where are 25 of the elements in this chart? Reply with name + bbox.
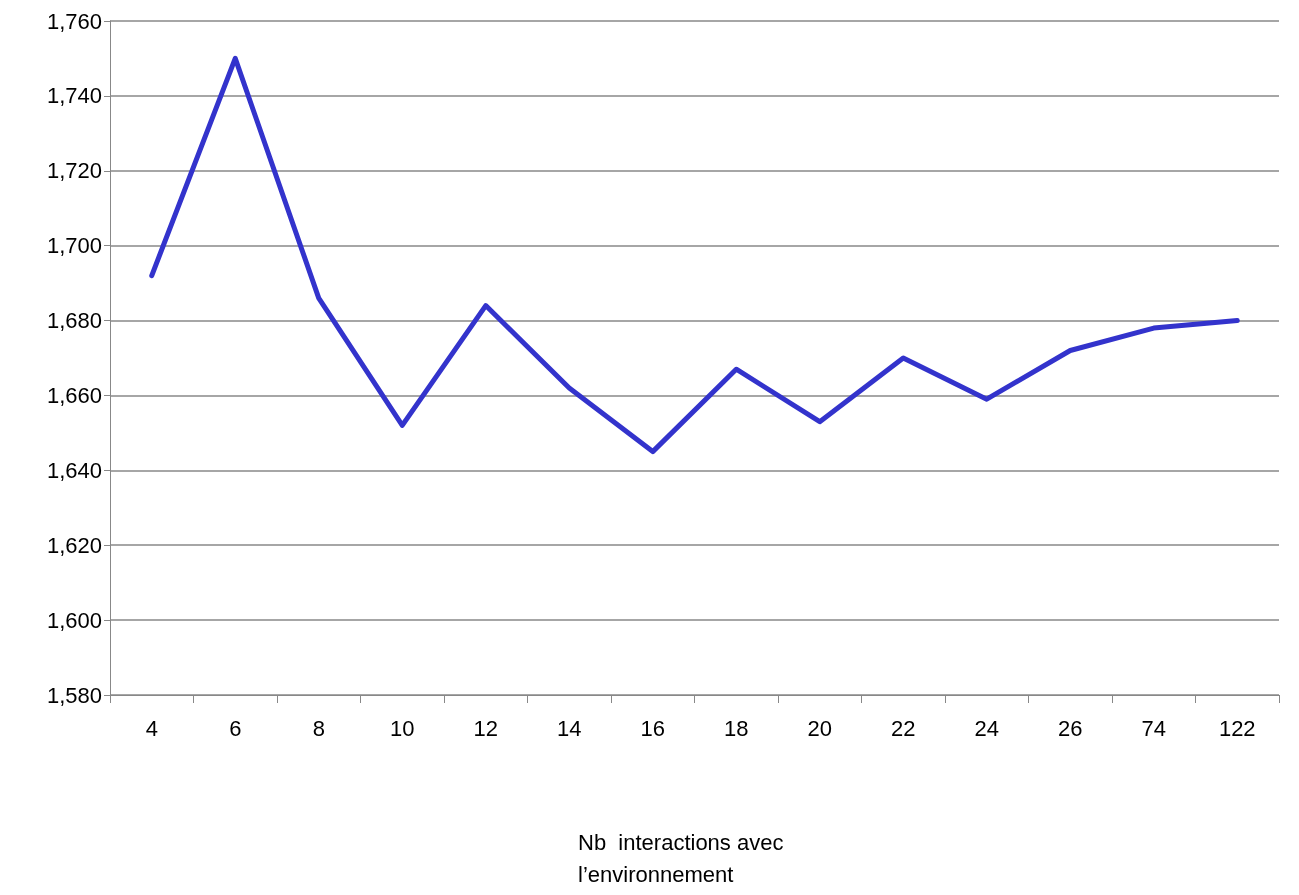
x-tick-label: 14 [557,715,582,741]
x-tick-label: 6 [229,715,242,741]
y-tick-label: 1,720 [46,158,102,184]
x-tick-label: 22 [891,715,916,741]
y-tick-label: 1,580 [46,682,102,708]
x-tick-label: 4 [145,715,158,741]
y-tick-label: 1,600 [46,607,102,633]
x-tick-label: 18 [724,715,749,741]
x-tick-label: 10 [390,715,415,741]
x-axis-title: Nb interactions avec l’environnement [578,829,790,887]
y-tick-label: 1,740 [46,83,102,109]
x-tick-label: 122 [1218,715,1256,741]
x-tick-label: 26 [1058,715,1083,741]
x-tick-label: 8 [312,715,325,741]
y-tick-label: 1,640 [46,457,102,483]
y-tick-label: 1,680 [46,308,102,334]
y-tick-label: 1,760 [46,8,102,34]
y-tick-label: 1,620 [46,532,102,558]
y-tick-label: 1,660 [46,382,102,408]
x-tick-label: 12 [473,715,498,741]
x-tick-label: 74 [1141,715,1166,741]
x-tick-label: 24 [974,715,999,741]
y-tick-label: 1,700 [46,233,102,259]
x-tick-label: 20 [807,715,832,741]
x-tick-label: 16 [640,715,665,741]
